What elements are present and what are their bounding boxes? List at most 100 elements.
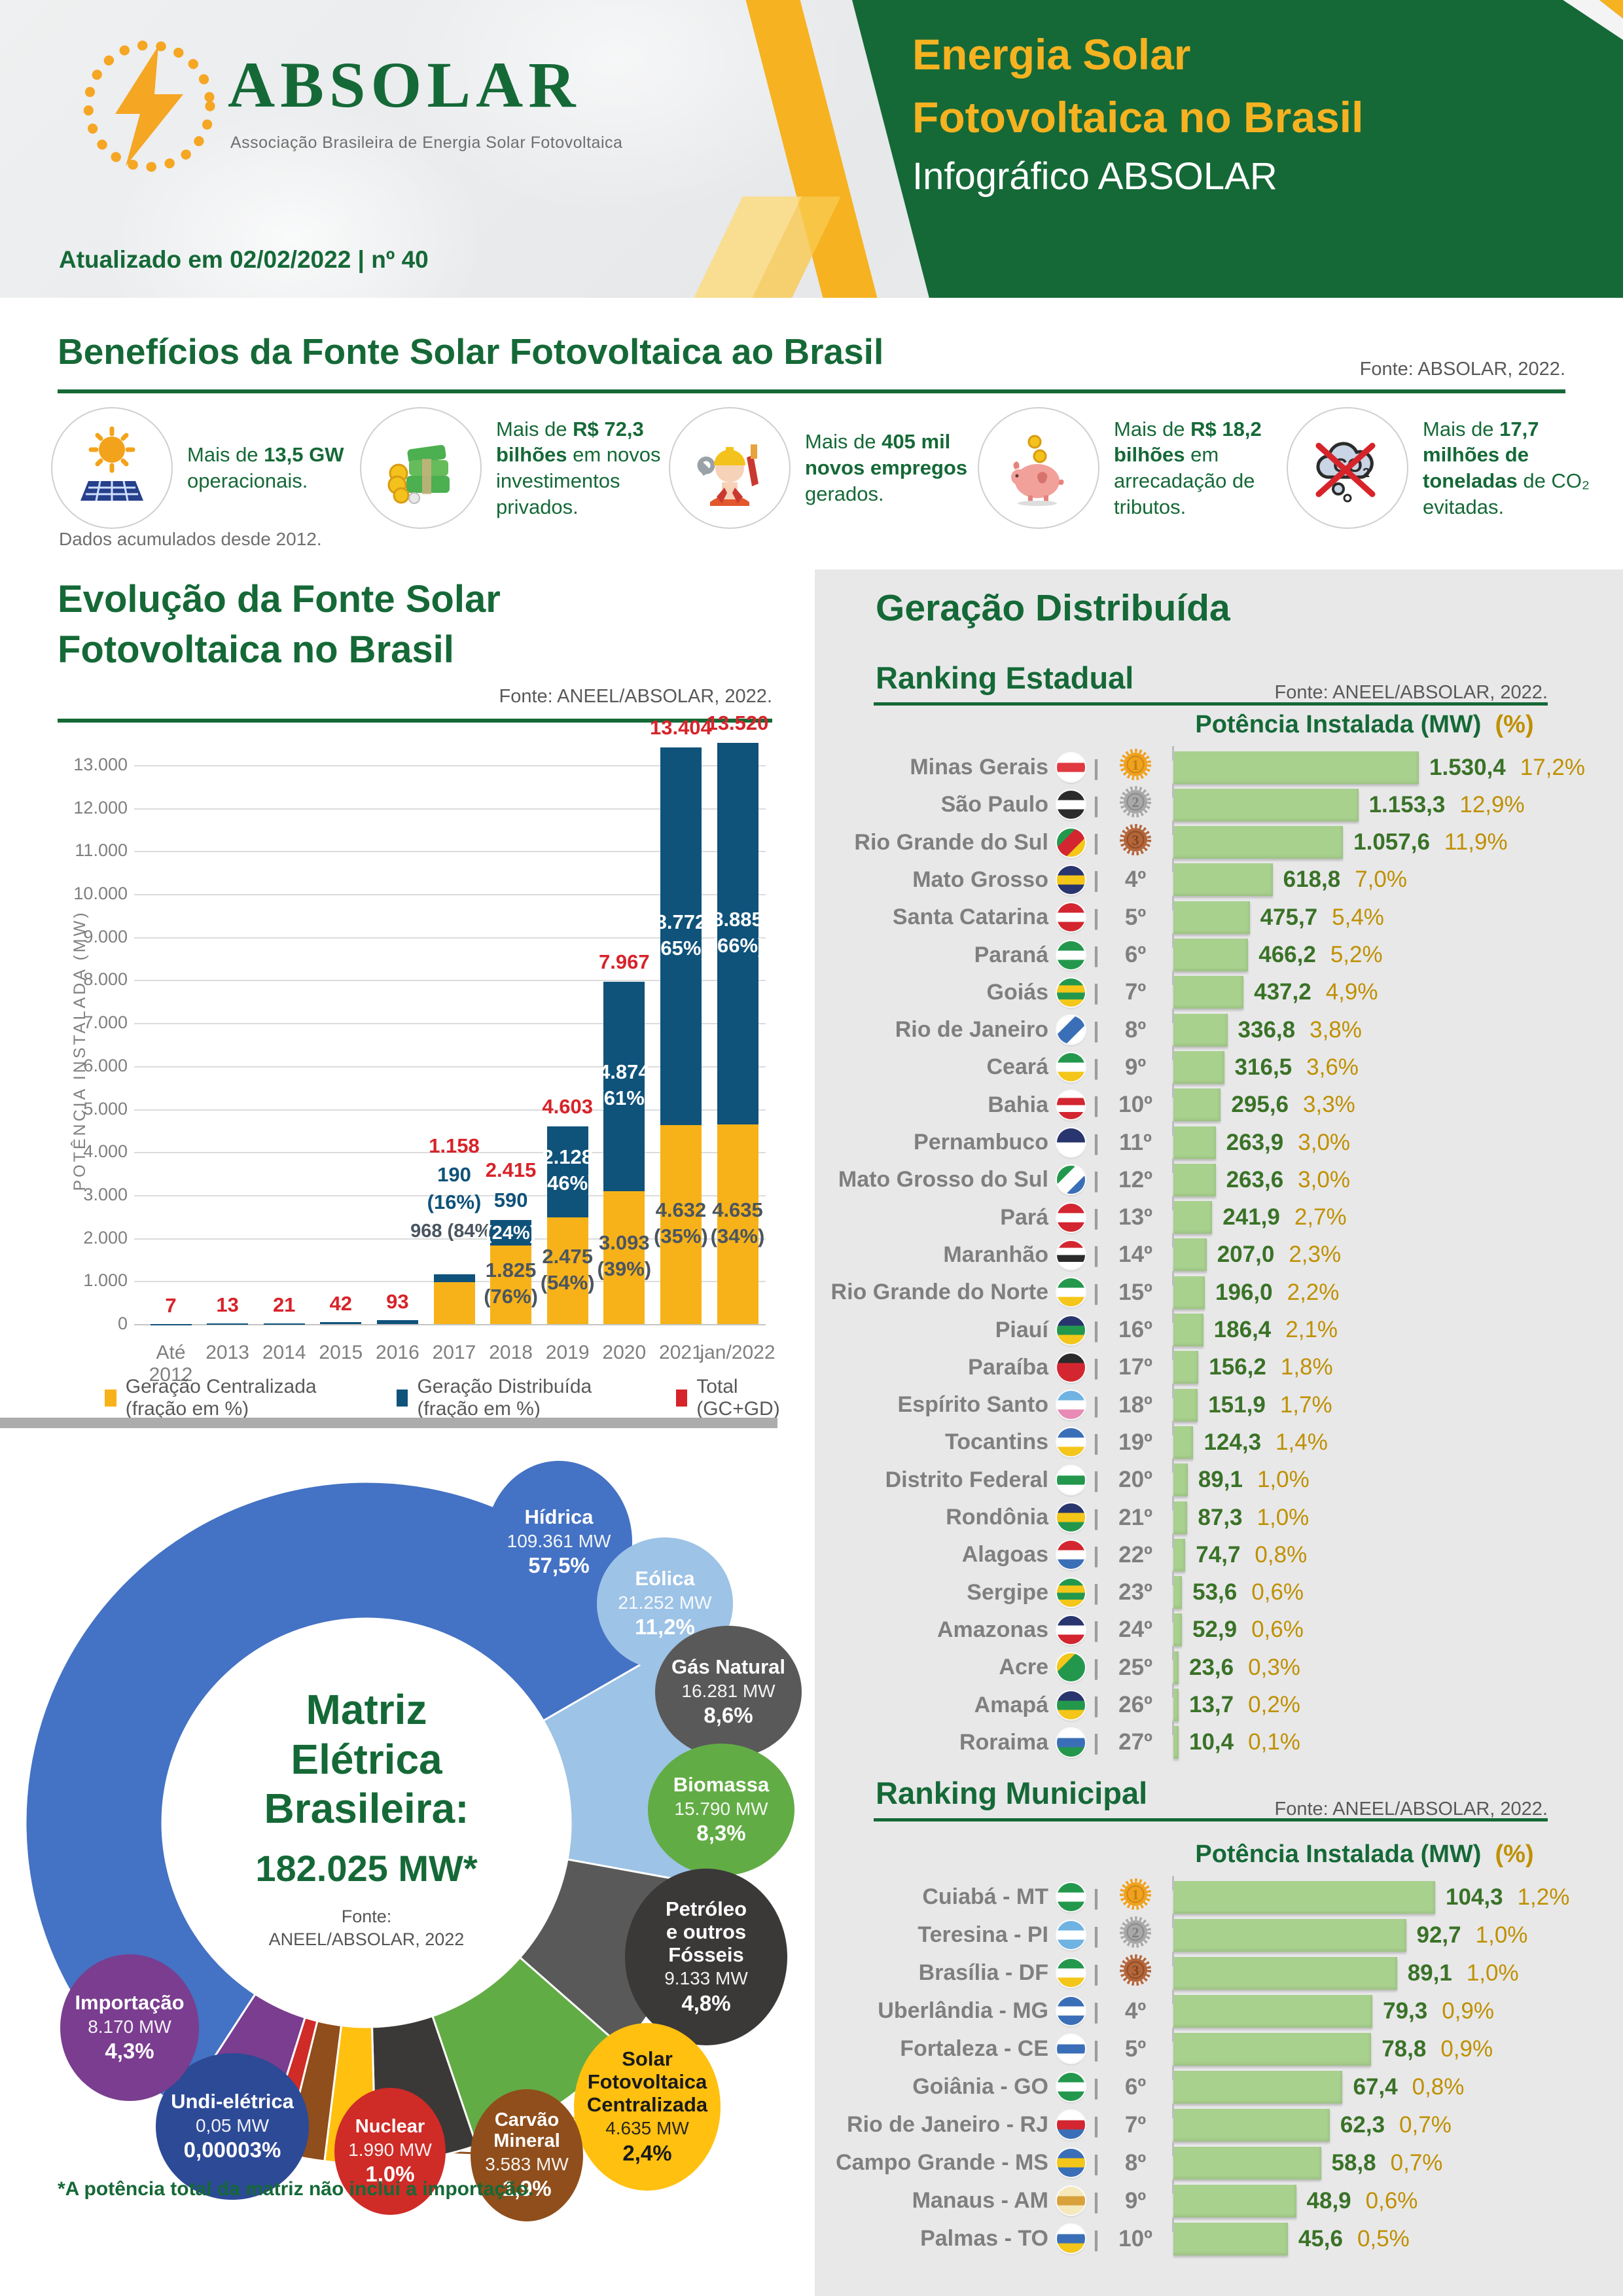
- ranking-bar: [1173, 1388, 1198, 1422]
- ranking-bar-zone: 151,9 1,7%: [1172, 1383, 1623, 1422]
- ranking-bar-zone: 336,8 3,8%: [1172, 1008, 1623, 1047]
- ranking-bar-zone: 475,7 5,4%: [1172, 895, 1623, 934]
- ranking-rank: 23º: [1118, 1579, 1152, 1605]
- medal-silver-icon: 2: [1120, 1916, 1151, 1948]
- ranking-bar: [1173, 1689, 1179, 1721]
- benefit-item: Mais de R$ 72,3 bilhões em novos investi…: [360, 403, 668, 533]
- evolution-chart: 0 1.000 2.000 3.000 4.000 5.000 6.000 7.000 8.00…: [65, 687, 792, 1433]
- geracao-distribuida-panel: Geração Distribuída Ranking Estadual Fon…: [815, 569, 1623, 2296]
- ranking-rank: 25º: [1118, 1654, 1152, 1680]
- ranking-pct: 0,5%: [1357, 2225, 1410, 2251]
- bar-label: 2.128: [542, 1145, 593, 1169]
- pipe-divider: |: [1093, 1655, 1099, 1679]
- ranking-name: Sergipe: [967, 1579, 1048, 1605]
- x-axis-label: 2015: [319, 1342, 363, 1363]
- ranking-name: Manaus - AM: [912, 2188, 1048, 2213]
- flag-icon: [1057, 1016, 1085, 1045]
- bubble-mw: 1.990 MW: [348, 2139, 432, 2160]
- ranking-bar: [1173, 2032, 1372, 2066]
- gd-municipal-rule: [874, 1818, 1548, 1821]
- x-axis-label: 2017: [432, 1342, 476, 1363]
- ranking-name: Cuiabá - MT: [922, 1884, 1048, 1909]
- ranking-bar-zone: 58,8 0,7%: [1172, 2141, 1623, 2179]
- ranking-bar-zone: 53,6 0,6%: [1172, 1571, 1623, 1609]
- gridline: [134, 764, 766, 766]
- ranking-bar: [1173, 1918, 1406, 1952]
- bar-gd: [603, 981, 645, 1191]
- ranking-pct: 0,6%: [1251, 1579, 1304, 1605]
- ranking-pct: 1,4%: [1275, 1429, 1328, 1455]
- bubble-pct: 11,2%: [635, 1615, 695, 1640]
- ranking-bar-zone: 52,9 0,6%: [1172, 1608, 1623, 1647]
- benefit-text-segment: em novos investimentos privados.: [496, 443, 661, 518]
- bar-label: 93: [386, 1289, 409, 1313]
- ranking-bar-zone: 13,7 0,2%: [1172, 1683, 1623, 1721]
- ranking-bar-zone: 74,7 0,8%: [1172, 1533, 1623, 1571]
- bubble-name: Gás Natural: [671, 1655, 785, 1678]
- svg-text:3: 3: [1132, 832, 1139, 848]
- ranking-bar: [1173, 1126, 1216, 1159]
- ranking-bar: [1173, 1463, 1188, 1497]
- donut-bubble: Gás Natural 16.281 MW 8,6%: [655, 1626, 802, 1758]
- flag-icon: [1057, 1503, 1085, 1532]
- ranking-name: Rio de Janeiro: [895, 1017, 1048, 1043]
- ranking-rank: 6º: [1124, 942, 1147, 967]
- ranking-value: 1.153,3: [1368, 791, 1446, 817]
- legend-label: Total (GC+GD): [696, 1376, 780, 1420]
- pipe-divider: |: [1093, 1355, 1099, 1380]
- pipe-divider: |: [1093, 2112, 1099, 2137]
- gd-estadual-source: Fonte: ANEEL/ABSOLAR, 2022.: [1274, 682, 1548, 703]
- pipe-divider: |: [1093, 1542, 1099, 1567]
- ranking-rank: 15º: [1118, 1279, 1152, 1305]
- pipe-divider: |: [1093, 1580, 1099, 1605]
- ranking-value: 58,8: [1331, 2149, 1376, 2176]
- matriz-source: Fonte: ANEEL/ABSOLAR, 2022: [268, 1906, 465, 1949]
- ranking-name: Palmas - TO: [920, 2226, 1048, 2251]
- ranking-row: Manaus - AM | 9º 48,9 0,6%: [815, 2179, 1623, 2219]
- bubble-pct: 57,5%: [528, 1553, 590, 1578]
- ranking-rank: 11º: [1119, 1129, 1152, 1155]
- bubble-mw: 109.361 MW: [507, 1530, 611, 1551]
- ranking-row: Rio de Janeiro - RJ | 7º 62,3 0,7%: [815, 2103, 1623, 2144]
- bubble-pct: 2,4%: [622, 2140, 672, 2165]
- pipe-divider: |: [1093, 1054, 1099, 1079]
- bar-gc: [660, 1124, 702, 1324]
- pipe-divider: |: [1093, 2188, 1099, 2213]
- ranking-bar: [1173, 1994, 1373, 2028]
- ranking-row: Minas Gerais | 1 1.530,4 17,2%: [815, 745, 1623, 786]
- bubble-mw: 3.583 MW: [485, 2153, 569, 2174]
- ranking-row: Amazonas | 24º 52,9 0,6%: [815, 1608, 1623, 1649]
- ranking-bar-zone: 104,3 1,2%: [1172, 1875, 1623, 1914]
- ranking-bar-zone: 618,8 7,0%: [1172, 858, 1623, 897]
- medal-bronze-icon: 3: [1120, 823, 1151, 855]
- ranking-pct: 0,6%: [1365, 2187, 1418, 2214]
- ranking-value: 263,9: [1226, 1129, 1284, 1155]
- ranking-bar: [1173, 1501, 1188, 1534]
- ranking-rank: 1: [1107, 1878, 1164, 1916]
- bubble-name: Hídrica: [524, 1505, 594, 1528]
- ranking-rank: 27º: [1118, 1729, 1152, 1755]
- ranking-row: Goiás | 7º 437,2 4,9%: [815, 971, 1623, 1011]
- matriz-donut-chart: Matriz Elétrica Brasileira: 182.025 MW* …: [0, 1433, 812, 2265]
- pipe-divider: |: [1093, 1693, 1099, 1717]
- flag-icon: [1057, 1278, 1085, 1307]
- flag-icon: [1057, 2111, 1085, 2139]
- ranking-rank: 10º: [1118, 2225, 1152, 2251]
- donut-bubble: Biomassa 15.790 MW 8,3%: [648, 1744, 794, 1876]
- bar-label: 968 (84%): [410, 1220, 498, 1242]
- ranking-row: Fortaleza - CE | 5º 78,8 0,9%: [815, 2027, 1623, 2068]
- ranking-value: 87,3: [1198, 1504, 1243, 1530]
- ranking-value: 23,6: [1189, 1654, 1234, 1680]
- ranking-rank: 21º: [1118, 1504, 1152, 1530]
- ranking-row: Distrito Federal | 20º 89,1 1,0%: [815, 1458, 1623, 1499]
- ranking-pct: 3,0%: [1298, 1129, 1351, 1155]
- ranking-name: Ceará: [986, 1054, 1048, 1080]
- ranking-name: Santa Catarina: [892, 905, 1048, 930]
- ranking-name: Uberlândia - MG: [878, 1998, 1048, 2023]
- ranking-rank: 4º: [1124, 867, 1147, 893]
- bar-label: (66%): [710, 933, 765, 957]
- ranking-pct: 1,0%: [1257, 1504, 1310, 1530]
- ranking-rank: 8º: [1124, 2149, 1147, 2176]
- flag-icon: [1057, 1316, 1085, 1344]
- flag-icon: [1057, 1578, 1085, 1607]
